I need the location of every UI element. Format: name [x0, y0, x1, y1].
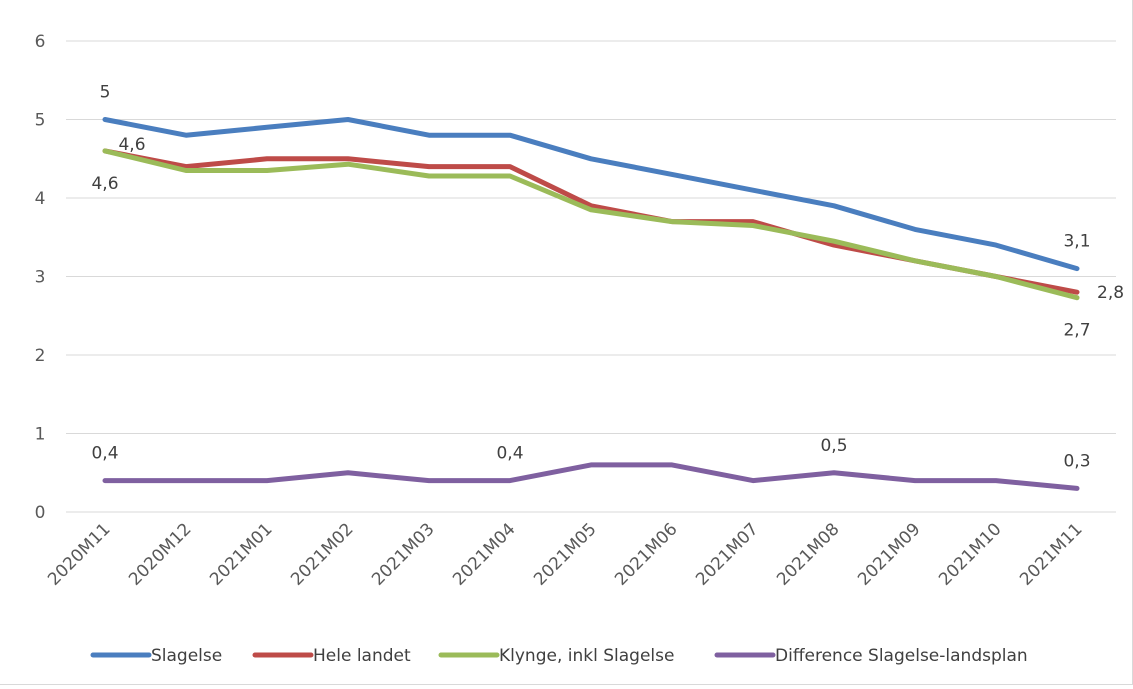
x-tick-label: 2021M04 [449, 519, 519, 589]
legend: Slagelse Hele landet Klynge, inkl Slagelse… [90, 646, 1028, 666]
y-tick-label: 4 [35, 189, 46, 209]
series-line-4 [102, 462, 1080, 491]
series-line-3 [102, 148, 1080, 301]
legend-label: Difference Slagelse-landsplan [775, 646, 1028, 666]
data-label: 4,6 [91, 174, 118, 194]
data-label: 3,1 [1063, 232, 1090, 252]
x-tick-label: 2021M11 [1016, 519, 1086, 589]
y-tick-label: 5 [35, 111, 46, 131]
data-label: 0,3 [1063, 451, 1090, 471]
x-tick-label: 2021M06 [611, 519, 681, 589]
x-tick-label: 2020M11 [44, 519, 114, 589]
legend-label: Klynge, inkl Slagelse [499, 646, 674, 666]
x-tick-label: 2021M03 [368, 519, 438, 589]
gridlines [66, 40, 1116, 513]
y-tick-label: 2 [35, 346, 46, 366]
x-tick-label: 2021M02 [287, 519, 357, 589]
x-tick-label: 2021M08 [773, 519, 843, 589]
series-line-1 [102, 117, 1080, 272]
data-label: 4,6 [118, 135, 145, 155]
data-label: 0,4 [91, 444, 118, 464]
y-tick-label: 1 [35, 425, 46, 445]
y-tick-label: 0 [35, 503, 46, 523]
x-tick-label: 2021M05 [530, 519, 600, 589]
legend-label: Hele landet [313, 646, 411, 666]
y-axis-ticks: 0 1 2 3 4 5 6 [35, 32, 46, 523]
x-tick-label: 2021M07 [692, 519, 762, 589]
data-labels: 5 4,64,6 3,1 2,8 2,7 0,4 0,4 0,5 0,3 [91, 83, 1124, 472]
y-tick-label: 6 [35, 32, 46, 52]
legend-label: Slagelse [151, 646, 222, 666]
x-tick-label: 2021M10 [935, 519, 1005, 589]
x-tick-label: 2021M09 [854, 519, 924, 589]
data-label: 5 [100, 83, 111, 103]
series-lines [102, 117, 1080, 491]
x-tick-label: 2021M01 [206, 519, 276, 589]
data-label: 0,5 [820, 436, 847, 456]
x-tick-label: 2020M12 [125, 519, 195, 589]
data-label: 2,7 [1063, 321, 1090, 341]
data-label: 2,8 [1097, 283, 1124, 303]
x-axis-ticks: 2020M11 2020M12 2021M01 2021M02 2021M03 2021M… [44, 519, 1086, 589]
data-label: 0,4 [496, 444, 523, 464]
y-tick-label: 3 [35, 268, 46, 288]
